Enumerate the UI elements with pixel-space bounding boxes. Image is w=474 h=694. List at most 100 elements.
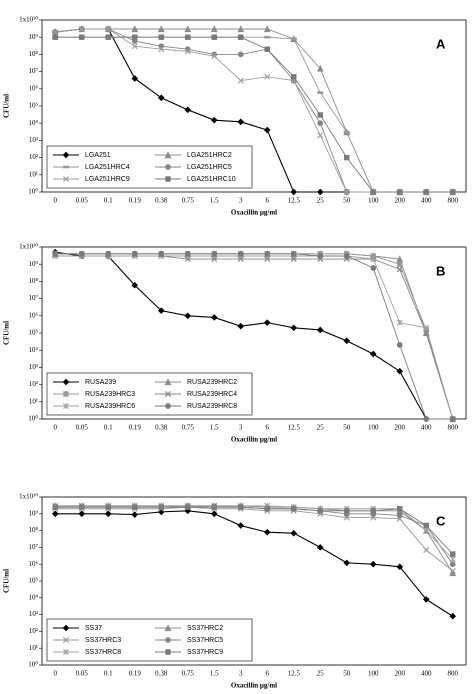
legend-label: SS37HRC8: [85, 649, 121, 656]
data-point: [370, 508, 376, 514]
x-tick-label: 0.75: [182, 670, 195, 678]
y-axis-label: CFU/ml: [3, 321, 11, 345]
x-tick-label: 0.19: [129, 424, 142, 432]
data-point: [237, 522, 245, 529]
data-point: [344, 508, 350, 514]
data-point: [290, 251, 297, 257]
y-tick-label: 10⁰: [28, 661, 38, 669]
data-point: [290, 324, 298, 332]
data-point: [237, 118, 245, 126]
data-point: [423, 329, 430, 337]
data-point: [105, 25, 112, 33]
legend-marker: [164, 151, 172, 159]
x-tick-label: 100: [368, 197, 379, 205]
data-point: [396, 512, 403, 519]
data-point: [211, 504, 217, 510]
y-tick-label: 10³: [29, 136, 38, 144]
data-point: [157, 25, 165, 33]
data-point: [131, 511, 139, 518]
y-tick-label: 10⁹: [29, 33, 39, 41]
panel-label: C: [436, 513, 446, 528]
x-tick-label: 800: [448, 670, 459, 678]
x-tick-label: 0.05: [76, 670, 89, 678]
x-tick-label: 0.75: [182, 424, 195, 432]
data-point: [184, 48, 191, 55]
data-point: [291, 506, 297, 512]
data-point: [51, 510, 59, 518]
legend-label: RUSA239: [85, 379, 116, 386]
y-tick-label: 10⁰: [28, 415, 38, 423]
data-point: [369, 560, 377, 568]
x-tick-label: 800: [448, 424, 459, 432]
data-point: [449, 416, 456, 422]
legend-marker: [63, 649, 69, 655]
x-tick-label: 0.1: [104, 197, 113, 205]
y-tick-label: 10⁵: [29, 329, 39, 337]
data-point: [238, 504, 244, 510]
data-point: [52, 504, 58, 510]
y-tick-label: 10⁸: [29, 50, 39, 58]
data-point: [211, 251, 218, 257]
x-tick-label: 50: [343, 670, 351, 678]
data-point: [237, 51, 244, 58]
data-point: [105, 34, 111, 40]
legend-marker: [164, 624, 172, 632]
x-tick-label: 400: [421, 670, 432, 678]
data-point: [316, 326, 324, 334]
data-point: [79, 504, 85, 510]
data-point: [210, 116, 218, 124]
data-point: [52, 34, 58, 40]
legend-label: SS37: [85, 625, 102, 632]
legend-marker: [165, 403, 171, 409]
data-point: [397, 506, 403, 512]
y-tick-label: 1x10¹⁰: [19, 243, 38, 251]
data-point: [396, 319, 403, 326]
x-axis-label: Oxacillin µg/ml: [231, 436, 277, 444]
x-tick-label: 6: [266, 424, 270, 432]
y-tick-label: 10²: [29, 153, 38, 161]
data-point: [238, 34, 244, 40]
series-line: [55, 255, 454, 420]
y-axis-label: CFU/ml: [3, 569, 11, 593]
legend-marker: [165, 649, 171, 655]
series-line: [55, 506, 454, 555]
y-tick-label: 10⁴: [29, 346, 39, 354]
x-tick-label: 0: [54, 197, 58, 205]
y-tick-label: 10⁸: [29, 526, 39, 534]
y-tick-label: 10¹: [29, 397, 38, 405]
data-point: [396, 255, 404, 263]
legend-label: RUSA239HRC2: [187, 379, 237, 386]
data-point: [210, 314, 218, 321]
data-point: [317, 120, 324, 127]
data-point: [264, 46, 270, 52]
legend-marker: [165, 176, 171, 182]
data-point: [210, 25, 218, 33]
data-point: [343, 188, 350, 196]
data-point: [396, 342, 403, 348]
series-line: [55, 36, 453, 193]
data-point: [290, 37, 297, 41]
x-tick-label: 0.1: [104, 670, 113, 678]
data-point: [237, 251, 244, 257]
x-tick-label: 50: [343, 197, 351, 205]
x-tick-label: 0: [54, 424, 58, 432]
data-point: [317, 112, 323, 118]
y-tick-label: 10⁴: [29, 593, 39, 601]
legend-box: [46, 372, 253, 416]
data-point: [290, 529, 298, 537]
data-point: [291, 74, 297, 80]
x-tick-label: 0.19: [129, 670, 142, 678]
y-tick-label: 10⁷: [29, 294, 39, 302]
legend-label: SS37HRC2: [187, 625, 223, 632]
series-line: [55, 506, 454, 572]
data-point: [449, 567, 456, 574]
x-tick-label: 12.5: [288, 670, 301, 678]
x-tick-label: 400: [421, 424, 432, 432]
x-tick-label: 0.1: [104, 424, 113, 432]
data-point: [184, 312, 192, 320]
data-point: [131, 25, 139, 33]
data-point: [450, 189, 456, 195]
x-tick-label: 6: [266, 197, 270, 205]
y-axis-label: CFU/ml: [3, 94, 11, 118]
legend-label: RUSA239HRC4: [187, 391, 237, 398]
